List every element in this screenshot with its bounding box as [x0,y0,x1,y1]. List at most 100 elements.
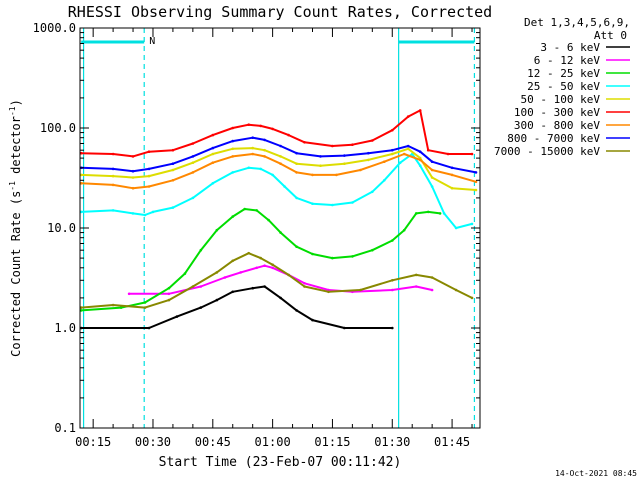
series-point-3 [454,226,458,230]
x-tick-label: 00:15 [75,435,111,449]
legend-label: 12 - 25 keV [527,67,600,80]
series-point-4 [111,174,115,178]
series-point-5 [406,115,410,118]
series-point-3 [430,185,434,188]
series-point-2 [143,301,147,304]
series-point-4 [231,147,234,151]
series-point-6 [231,155,234,158]
series-point-3 [295,196,298,200]
series-point-8 [454,288,458,292]
series-point-5 [171,148,175,152]
series-point-4 [171,168,175,172]
x-tick-label: 00:30 [135,435,171,449]
series-point-1 [263,264,266,268]
series-point-3 [143,213,147,217]
series-point-8 [111,303,115,307]
series-point-1 [271,266,274,270]
series-point-1 [430,288,434,292]
y-tick-label: 0.1 [54,421,76,435]
series-point-3 [311,202,314,205]
series-point-3 [111,209,115,212]
series-point-6 [359,168,362,172]
series-point-2 [414,212,418,215]
series-point-6 [430,168,434,172]
series-line-5 [81,109,472,158]
series-point-4 [391,152,394,156]
series-point-2 [199,248,203,252]
series-point-6 [211,161,215,164]
series-point-1 [391,288,394,292]
series-point-8 [215,271,219,274]
x-tick-label: 01:15 [314,435,350,449]
series-point-7 [211,146,215,150]
series-point-6 [131,186,135,190]
series-line-2 [81,208,441,312]
x-axis-label: Start Time (23-Feb-07 00:11:42) [159,455,402,470]
series-point-1 [239,271,242,274]
series-point-5 [351,143,354,146]
series-point-8 [414,273,418,277]
series-point-4 [191,161,195,164]
series-point-8 [259,256,263,260]
series-point-6 [191,171,195,174]
series-point-3 [211,182,215,185]
series-point-4 [251,146,254,150]
series-line-0 [81,285,393,329]
series-point-8 [287,273,290,277]
series-point-3 [151,210,155,214]
y-tick-label: 1000.0 [33,21,76,35]
series-point-7 [171,162,175,165]
series-point-5 [331,144,334,148]
x-tick-label: 01:45 [434,435,470,449]
series-point-0 [175,315,179,318]
series-point-5 [303,141,306,144]
series-point-5 [426,148,430,152]
series-point-6 [402,152,406,156]
series-point-7 [343,154,346,157]
legend-attenuator: Att 0 [594,29,627,42]
y-axis: 0.1 1.0 10.0 100.0 1000.0 [33,21,480,435]
series-point-7 [147,167,151,171]
series-point-2 [295,245,298,248]
series-point-5 [191,142,195,145]
series-point-4 [406,147,410,151]
series-point-7 [367,151,370,155]
series-point-3 [131,212,135,215]
series-point-2 [351,255,354,258]
series-point-6 [263,155,266,158]
series-point-4 [474,188,478,192]
series-point-6 [450,173,454,177]
series-point-7 [450,166,454,170]
series-point-4 [295,162,298,165]
series-point-3 [418,164,422,167]
series-point-2 [255,209,258,212]
series-point-0 [311,318,314,322]
series-point-1 [127,292,131,296]
series-point-3 [171,206,175,209]
series-point-8 [79,306,83,309]
series-point-7 [295,151,298,155]
series-line-3 [81,153,473,229]
series-point-3 [442,212,446,215]
series-point-1 [199,285,203,288]
legend-label: 3 - 6 keV [540,41,600,54]
series-point-0 [391,326,394,330]
series-point-7 [263,138,266,142]
series-point-8 [143,306,147,309]
series-point-0 [215,298,219,302]
series-point-6 [171,179,175,182]
series-point-5 [131,155,135,158]
legend-label: 100 - 300 keV [514,106,600,119]
series-point-4 [131,176,135,179]
series-point-8 [359,288,362,292]
series-point-6 [474,180,478,184]
legend-label: 25 - 50 keV [527,80,600,93]
series-point-2 [267,218,270,222]
series-point-3 [259,167,263,171]
series-point-8 [167,298,171,302]
series-point-6 [311,173,314,177]
series-point-3 [247,166,250,170]
series-point-3 [283,185,286,188]
series-point-4 [279,155,282,158]
